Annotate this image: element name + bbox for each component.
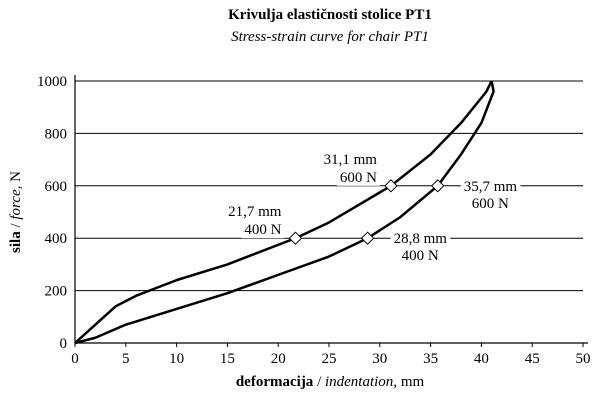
x-axis-label: deformacija / indentation, mm xyxy=(236,374,425,390)
marker xyxy=(431,179,445,193)
x-tick-label: 35 xyxy=(423,351,438,367)
annotation-bg xyxy=(468,195,512,212)
annotation-bg xyxy=(241,222,285,239)
annotation-bg xyxy=(336,169,381,186)
y-tick-label: 0 xyxy=(60,336,68,352)
annotation: 21,7 mm xyxy=(228,204,282,220)
y-tick-label: 600 xyxy=(45,179,68,195)
y-tick-label: 800 xyxy=(45,126,68,142)
x-label-part: mm xyxy=(397,374,424,390)
x-tick-label: 40 xyxy=(474,351,489,367)
chart-title: Krivulja elastičnosti stolice PT1 xyxy=(228,7,432,23)
annotation-bg xyxy=(398,248,442,265)
x-tick-label: 25 xyxy=(322,351,337,367)
annotation: 600 N xyxy=(472,196,509,212)
y-label-part: N xyxy=(8,171,24,186)
marker xyxy=(288,231,303,245)
x-tick-label: 50 xyxy=(576,351,591,367)
y-tick-label: 400 xyxy=(45,231,68,247)
y-label-part: / xyxy=(8,220,24,232)
curve xyxy=(74,80,495,345)
annotation: 400 N xyxy=(244,222,281,238)
x-tick-label: 45 xyxy=(525,351,540,367)
x-tick-label: 15 xyxy=(220,351,235,367)
x-label-part: deformacija xyxy=(236,374,314,390)
y-tick-label: 200 xyxy=(45,284,68,300)
marker xyxy=(360,231,375,245)
x-tick-label: 10 xyxy=(169,351,184,367)
y-tick-label: 1000 xyxy=(37,74,67,90)
x-label-part: / xyxy=(313,374,325,390)
annotation: 35,7 mm xyxy=(464,179,518,195)
x-tick-label: 20 xyxy=(271,351,286,367)
y-label-part: sila xyxy=(8,231,24,253)
x-label-part: indentation, xyxy=(325,374,397,390)
x-tick-label: 0 xyxy=(71,351,79,367)
y-label-part: force, xyxy=(8,186,24,220)
annotation-bg xyxy=(320,151,381,168)
annotation-bg xyxy=(390,231,451,248)
annotation-bg xyxy=(225,204,285,221)
annotation: 31,1 mm xyxy=(324,152,378,168)
y-axis-label: sila / force, N xyxy=(8,171,24,253)
x-tick-label: 30 xyxy=(372,351,387,367)
annotation: 28,8 mm xyxy=(394,231,448,247)
curve xyxy=(74,80,493,344)
x-tick-label: 5 xyxy=(122,351,130,367)
chart-subtitle: Stress-strain curve for chair PT1 xyxy=(231,29,429,45)
annotation: 600 N xyxy=(340,170,377,186)
marker xyxy=(384,179,398,193)
annotation-bg xyxy=(460,178,521,195)
annotation: 400 N xyxy=(402,248,439,264)
